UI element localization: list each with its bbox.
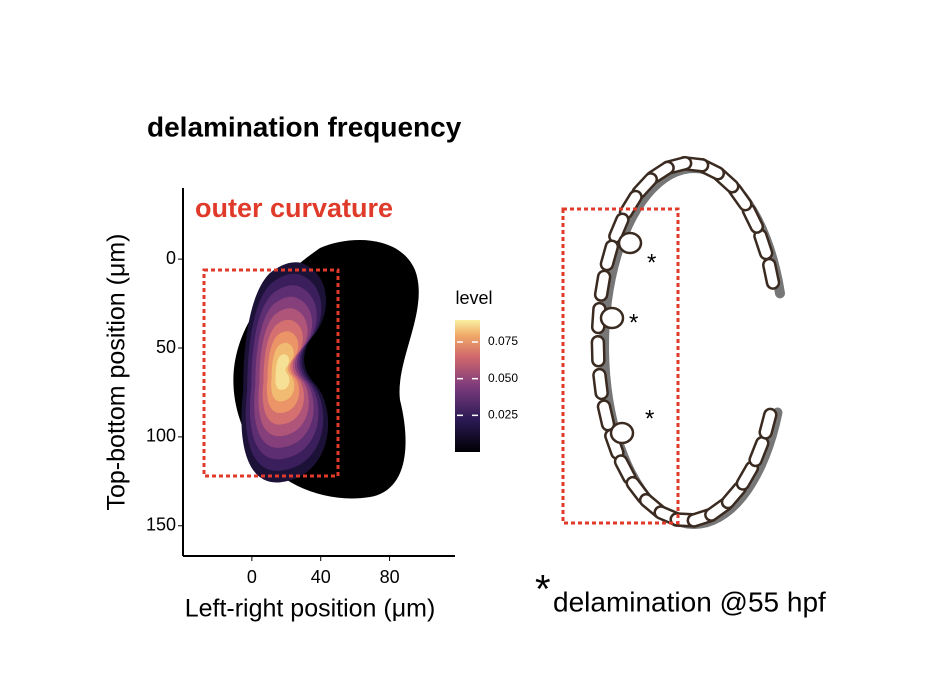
x-tick-label: 0 <box>247 567 257 587</box>
chart-title: delamination frequency <box>147 111 462 142</box>
x-axis-label: Left-right position (μm) <box>185 595 436 623</box>
x-tick-label: 80 <box>380 567 400 587</box>
marker: * <box>645 405 654 432</box>
density-level <box>275 354 290 390</box>
marker: * <box>629 309 638 336</box>
cell <box>758 407 778 440</box>
marker: * <box>647 249 656 276</box>
cell <box>592 367 609 401</box>
cell <box>593 269 612 302</box>
density-field <box>233 240 419 499</box>
delaminating-cell <box>609 421 635 445</box>
cell <box>590 334 606 368</box>
colorbar-tick-label: 0.050 <box>488 371 518 385</box>
y-axis-label: Top-bottom position (μm) <box>103 233 131 510</box>
roi-box <box>202 268 340 478</box>
caption-marker: * <box>535 568 551 612</box>
colorbar <box>455 320 480 452</box>
delaminating-cell <box>617 231 643 255</box>
y-tick-label: 100 <box>146 426 176 446</box>
roi-box <box>561 207 680 525</box>
heart-diagram <box>590 155 785 530</box>
colorbar-tick-label: 0.075 <box>488 334 518 348</box>
caption: delamination @55 hpf <box>553 586 826 617</box>
y-tick-label: 0 <box>166 248 176 268</box>
y-tick-label: 50 <box>156 337 176 357</box>
x-tick-label: 40 <box>311 567 331 587</box>
colorbar-title: level <box>455 288 492 308</box>
y-tick-label: 150 <box>146 515 176 535</box>
annotation: outer curvature <box>195 193 393 223</box>
delaminating-cell <box>599 306 625 330</box>
colorbar-tick-label: 0.025 <box>488 408 518 422</box>
